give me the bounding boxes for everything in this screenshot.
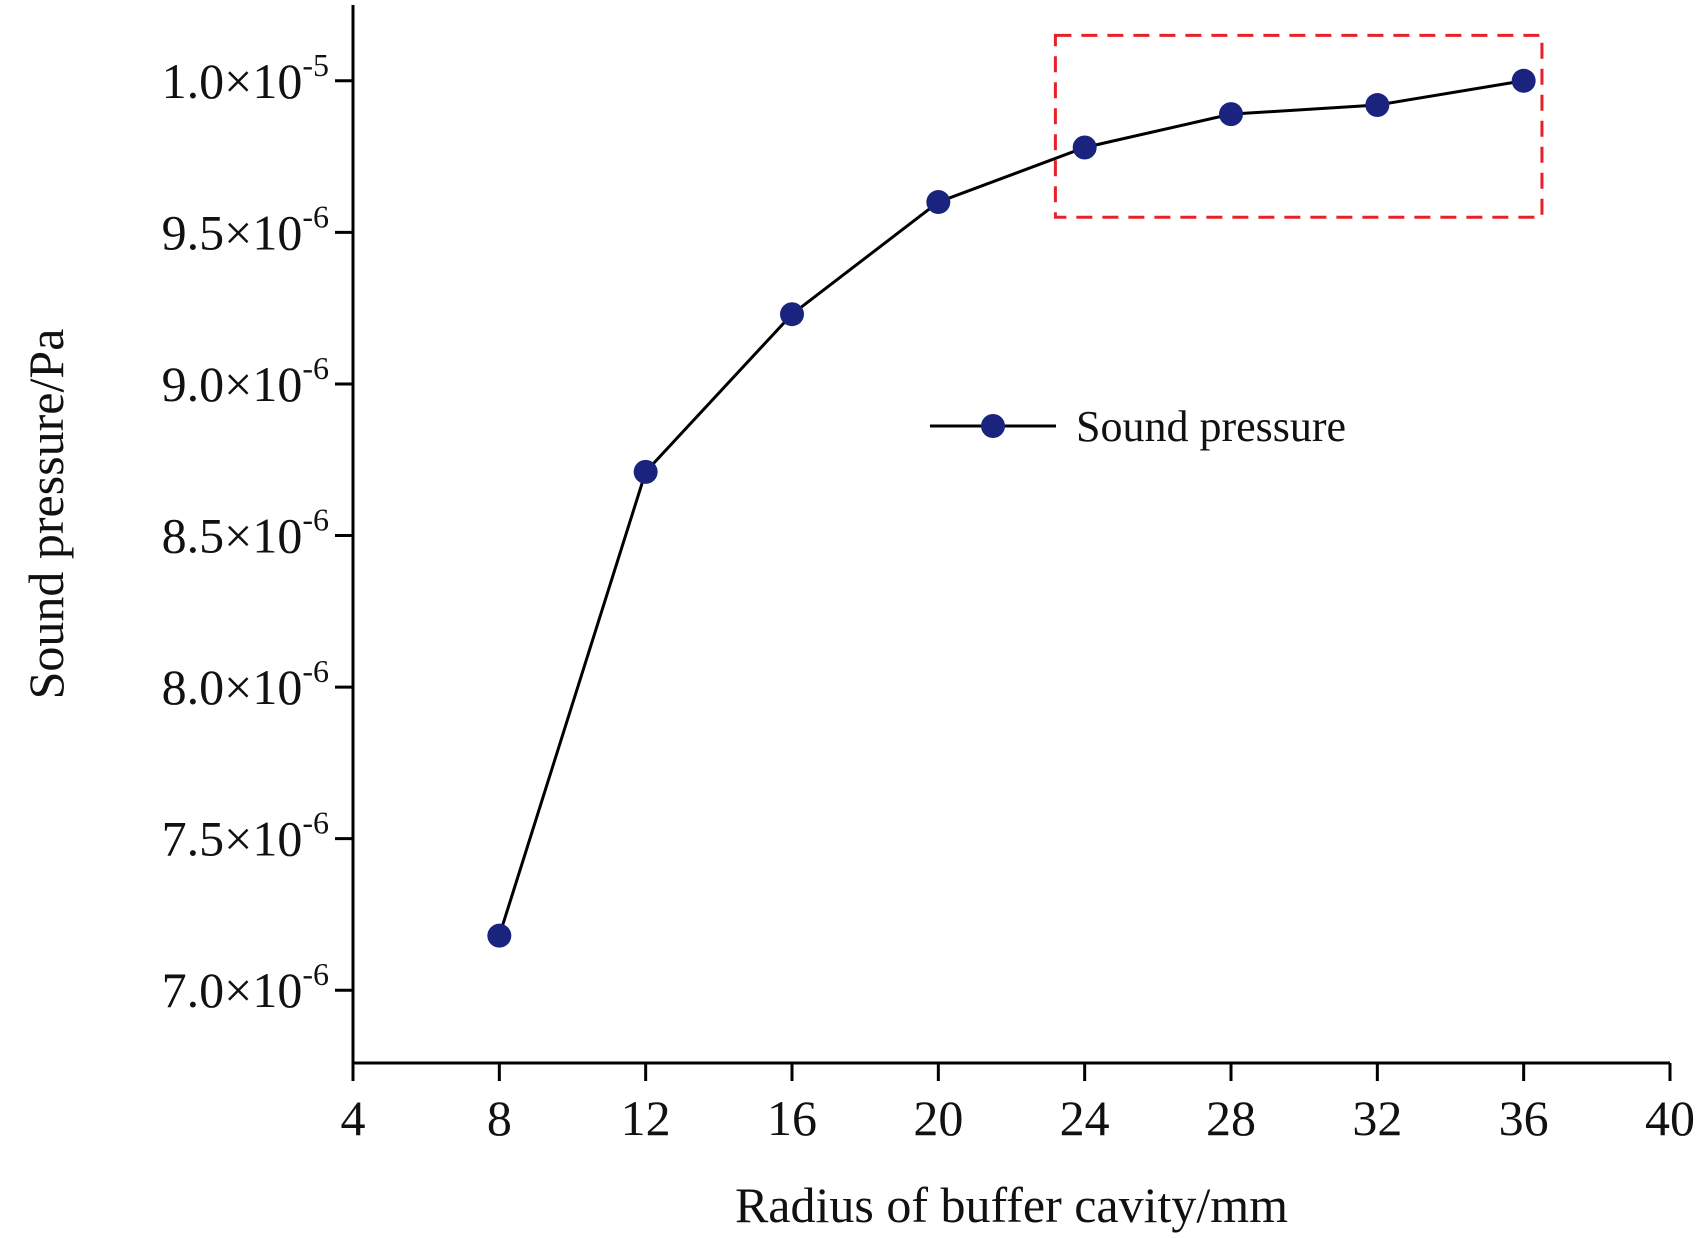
y-tick-label: 7.5×10-6 (162, 805, 329, 867)
x-tick-label: 40 (1645, 1090, 1695, 1146)
x-tick-label: 28 (1206, 1090, 1256, 1146)
x-tick-label: 16 (767, 1090, 817, 1146)
y-tick-label: 9.5×10-6 (162, 198, 329, 260)
data-point (1511, 68, 1536, 93)
legend-marker (981, 414, 1005, 438)
x-tick-label: 36 (1499, 1090, 1549, 1146)
legend-label: Sound pressure (1076, 402, 1346, 451)
x-tick-label: 8 (487, 1090, 512, 1146)
data-point (1365, 93, 1390, 118)
x-tick-label: 20 (913, 1090, 963, 1146)
data-point (487, 923, 512, 948)
x-tick-label: 12 (621, 1090, 671, 1146)
highlight-box (1053, 33, 1544, 219)
data-point (780, 302, 804, 327)
x-tick-label: 4 (341, 1090, 366, 1146)
x-axis-ticks: 4 8 12 16 20 24 28 32 36 40 (341, 1063, 1695, 1146)
y-tick-label: 8.0×10-6 (162, 653, 329, 715)
y-tick-label: 7.0×10-6 (162, 956, 329, 1018)
x-axis-title: Radius of buffer cavity/mm (735, 1177, 1288, 1233)
plot-area (487, 33, 1544, 948)
y-axis-title: Sound pressure/Pa (18, 329, 74, 700)
x-tick-label: 24 (1060, 1090, 1110, 1146)
legend: Sound pressure (930, 402, 1346, 451)
axes: 4 8 12 16 20 24 28 32 36 40 7.0×10-6 7.5×10-6 8.0×1… (162, 5, 1695, 1146)
data-point (1219, 102, 1243, 127)
x-tick-label: 32 (1352, 1090, 1402, 1146)
y-axis-ticks: 7.0×10-6 7.5×10-6 8.0×10-6 8.5×10-6 9.0×10-6… (162, 47, 353, 1018)
data-point (926, 190, 951, 215)
data-point (633, 459, 658, 484)
series-line (497, 79, 1524, 937)
data-point (1072, 135, 1097, 160)
y-tick-label: 1.0×10-5 (162, 47, 329, 109)
y-tick-label: 9.0×10-6 (162, 350, 329, 412)
y-tick-label: 8.5×10-6 (162, 502, 329, 564)
